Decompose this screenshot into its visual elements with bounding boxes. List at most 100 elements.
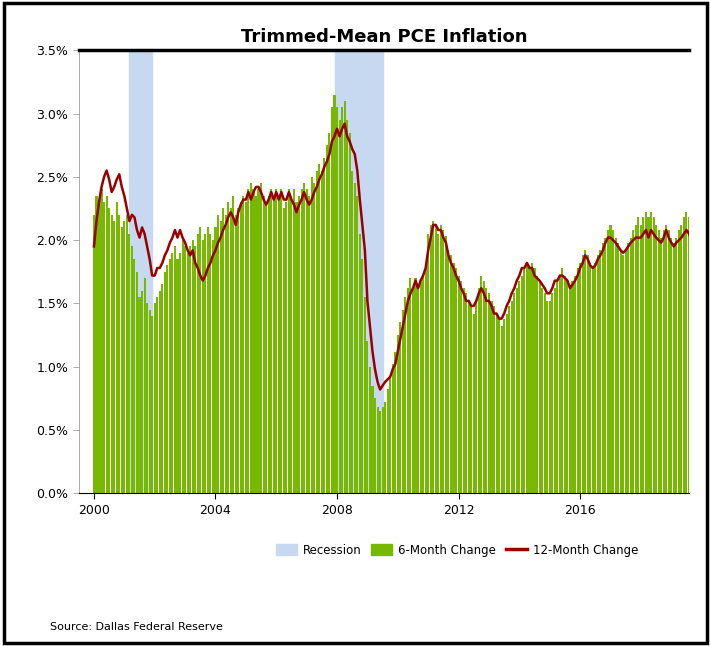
- Bar: [670, 238, 673, 494]
- Bar: [136, 272, 138, 494]
- Bar: [415, 278, 417, 494]
- Bar: [625, 250, 626, 494]
- Bar: [199, 227, 201, 494]
- Bar: [541, 288, 543, 494]
- Bar: [458, 276, 459, 494]
- Bar: [359, 234, 361, 494]
- Bar: [688, 217, 690, 494]
- Bar: [544, 293, 546, 494]
- Bar: [450, 255, 452, 494]
- Bar: [619, 250, 621, 494]
- Bar: [103, 202, 105, 494]
- Bar: [496, 313, 498, 494]
- Bar: [95, 196, 97, 494]
- Bar: [698, 213, 700, 494]
- Bar: [486, 288, 488, 494]
- Bar: [658, 230, 660, 494]
- Bar: [306, 189, 308, 494]
- Bar: [394, 351, 396, 494]
- Bar: [400, 322, 402, 494]
- Bar: [440, 225, 442, 494]
- Bar: [141, 291, 143, 494]
- Bar: [319, 164, 321, 494]
- Bar: [549, 301, 551, 494]
- Bar: [491, 301, 493, 494]
- Bar: [632, 230, 634, 494]
- Bar: [356, 196, 358, 494]
- Bar: [225, 215, 227, 494]
- Bar: [584, 250, 586, 494]
- Bar: [513, 293, 515, 494]
- Bar: [695, 225, 697, 494]
- Bar: [554, 288, 556, 494]
- Bar: [518, 280, 520, 494]
- Bar: [680, 225, 683, 494]
- Bar: [630, 238, 632, 494]
- Bar: [230, 209, 232, 494]
- Bar: [493, 306, 495, 494]
- Bar: [361, 259, 363, 494]
- Bar: [567, 280, 569, 494]
- Bar: [273, 196, 274, 494]
- Bar: [693, 230, 695, 494]
- Bar: [260, 183, 262, 494]
- Bar: [338, 120, 341, 494]
- Bar: [551, 293, 553, 494]
- Bar: [627, 243, 629, 494]
- Bar: [371, 386, 373, 494]
- Bar: [508, 306, 510, 494]
- Bar: [678, 230, 680, 494]
- Bar: [665, 225, 667, 494]
- Bar: [321, 171, 323, 494]
- Bar: [113, 221, 115, 494]
- Bar: [369, 367, 371, 494]
- Bar: [217, 215, 219, 494]
- Bar: [311, 177, 313, 494]
- Bar: [579, 263, 581, 494]
- Bar: [164, 272, 166, 494]
- Bar: [366, 341, 368, 494]
- Bar: [343, 101, 346, 494]
- Bar: [278, 196, 280, 494]
- Title: Trimmed-Mean PCE Inflation: Trimmed-Mean PCE Inflation: [240, 28, 527, 46]
- Bar: [417, 288, 419, 494]
- Bar: [594, 263, 597, 494]
- Bar: [635, 225, 637, 494]
- Bar: [668, 230, 670, 494]
- Bar: [437, 234, 439, 494]
- Bar: [478, 288, 480, 494]
- Bar: [186, 253, 188, 494]
- Bar: [503, 318, 506, 494]
- Bar: [209, 234, 211, 494]
- Bar: [592, 268, 594, 494]
- Bar: [105, 196, 107, 494]
- Bar: [614, 238, 616, 494]
- Bar: [488, 293, 490, 494]
- Bar: [351, 171, 353, 494]
- Bar: [660, 238, 662, 494]
- Bar: [348, 132, 351, 494]
- Bar: [589, 263, 592, 494]
- Bar: [407, 288, 409, 494]
- Bar: [470, 306, 472, 494]
- Bar: [498, 318, 500, 494]
- Bar: [531, 263, 533, 494]
- Bar: [324, 158, 326, 494]
- Bar: [111, 215, 113, 494]
- Bar: [285, 202, 287, 494]
- Bar: [252, 189, 255, 494]
- Bar: [98, 202, 100, 494]
- Bar: [174, 247, 176, 494]
- Bar: [247, 189, 250, 494]
- Bar: [528, 268, 530, 494]
- Bar: [382, 407, 384, 494]
- Bar: [402, 309, 404, 494]
- Bar: [675, 238, 678, 494]
- Bar: [424, 263, 427, 494]
- Bar: [161, 284, 164, 494]
- Bar: [123, 221, 125, 494]
- Bar: [483, 280, 485, 494]
- Bar: [108, 209, 110, 494]
- Bar: [572, 280, 574, 494]
- Bar: [447, 250, 449, 494]
